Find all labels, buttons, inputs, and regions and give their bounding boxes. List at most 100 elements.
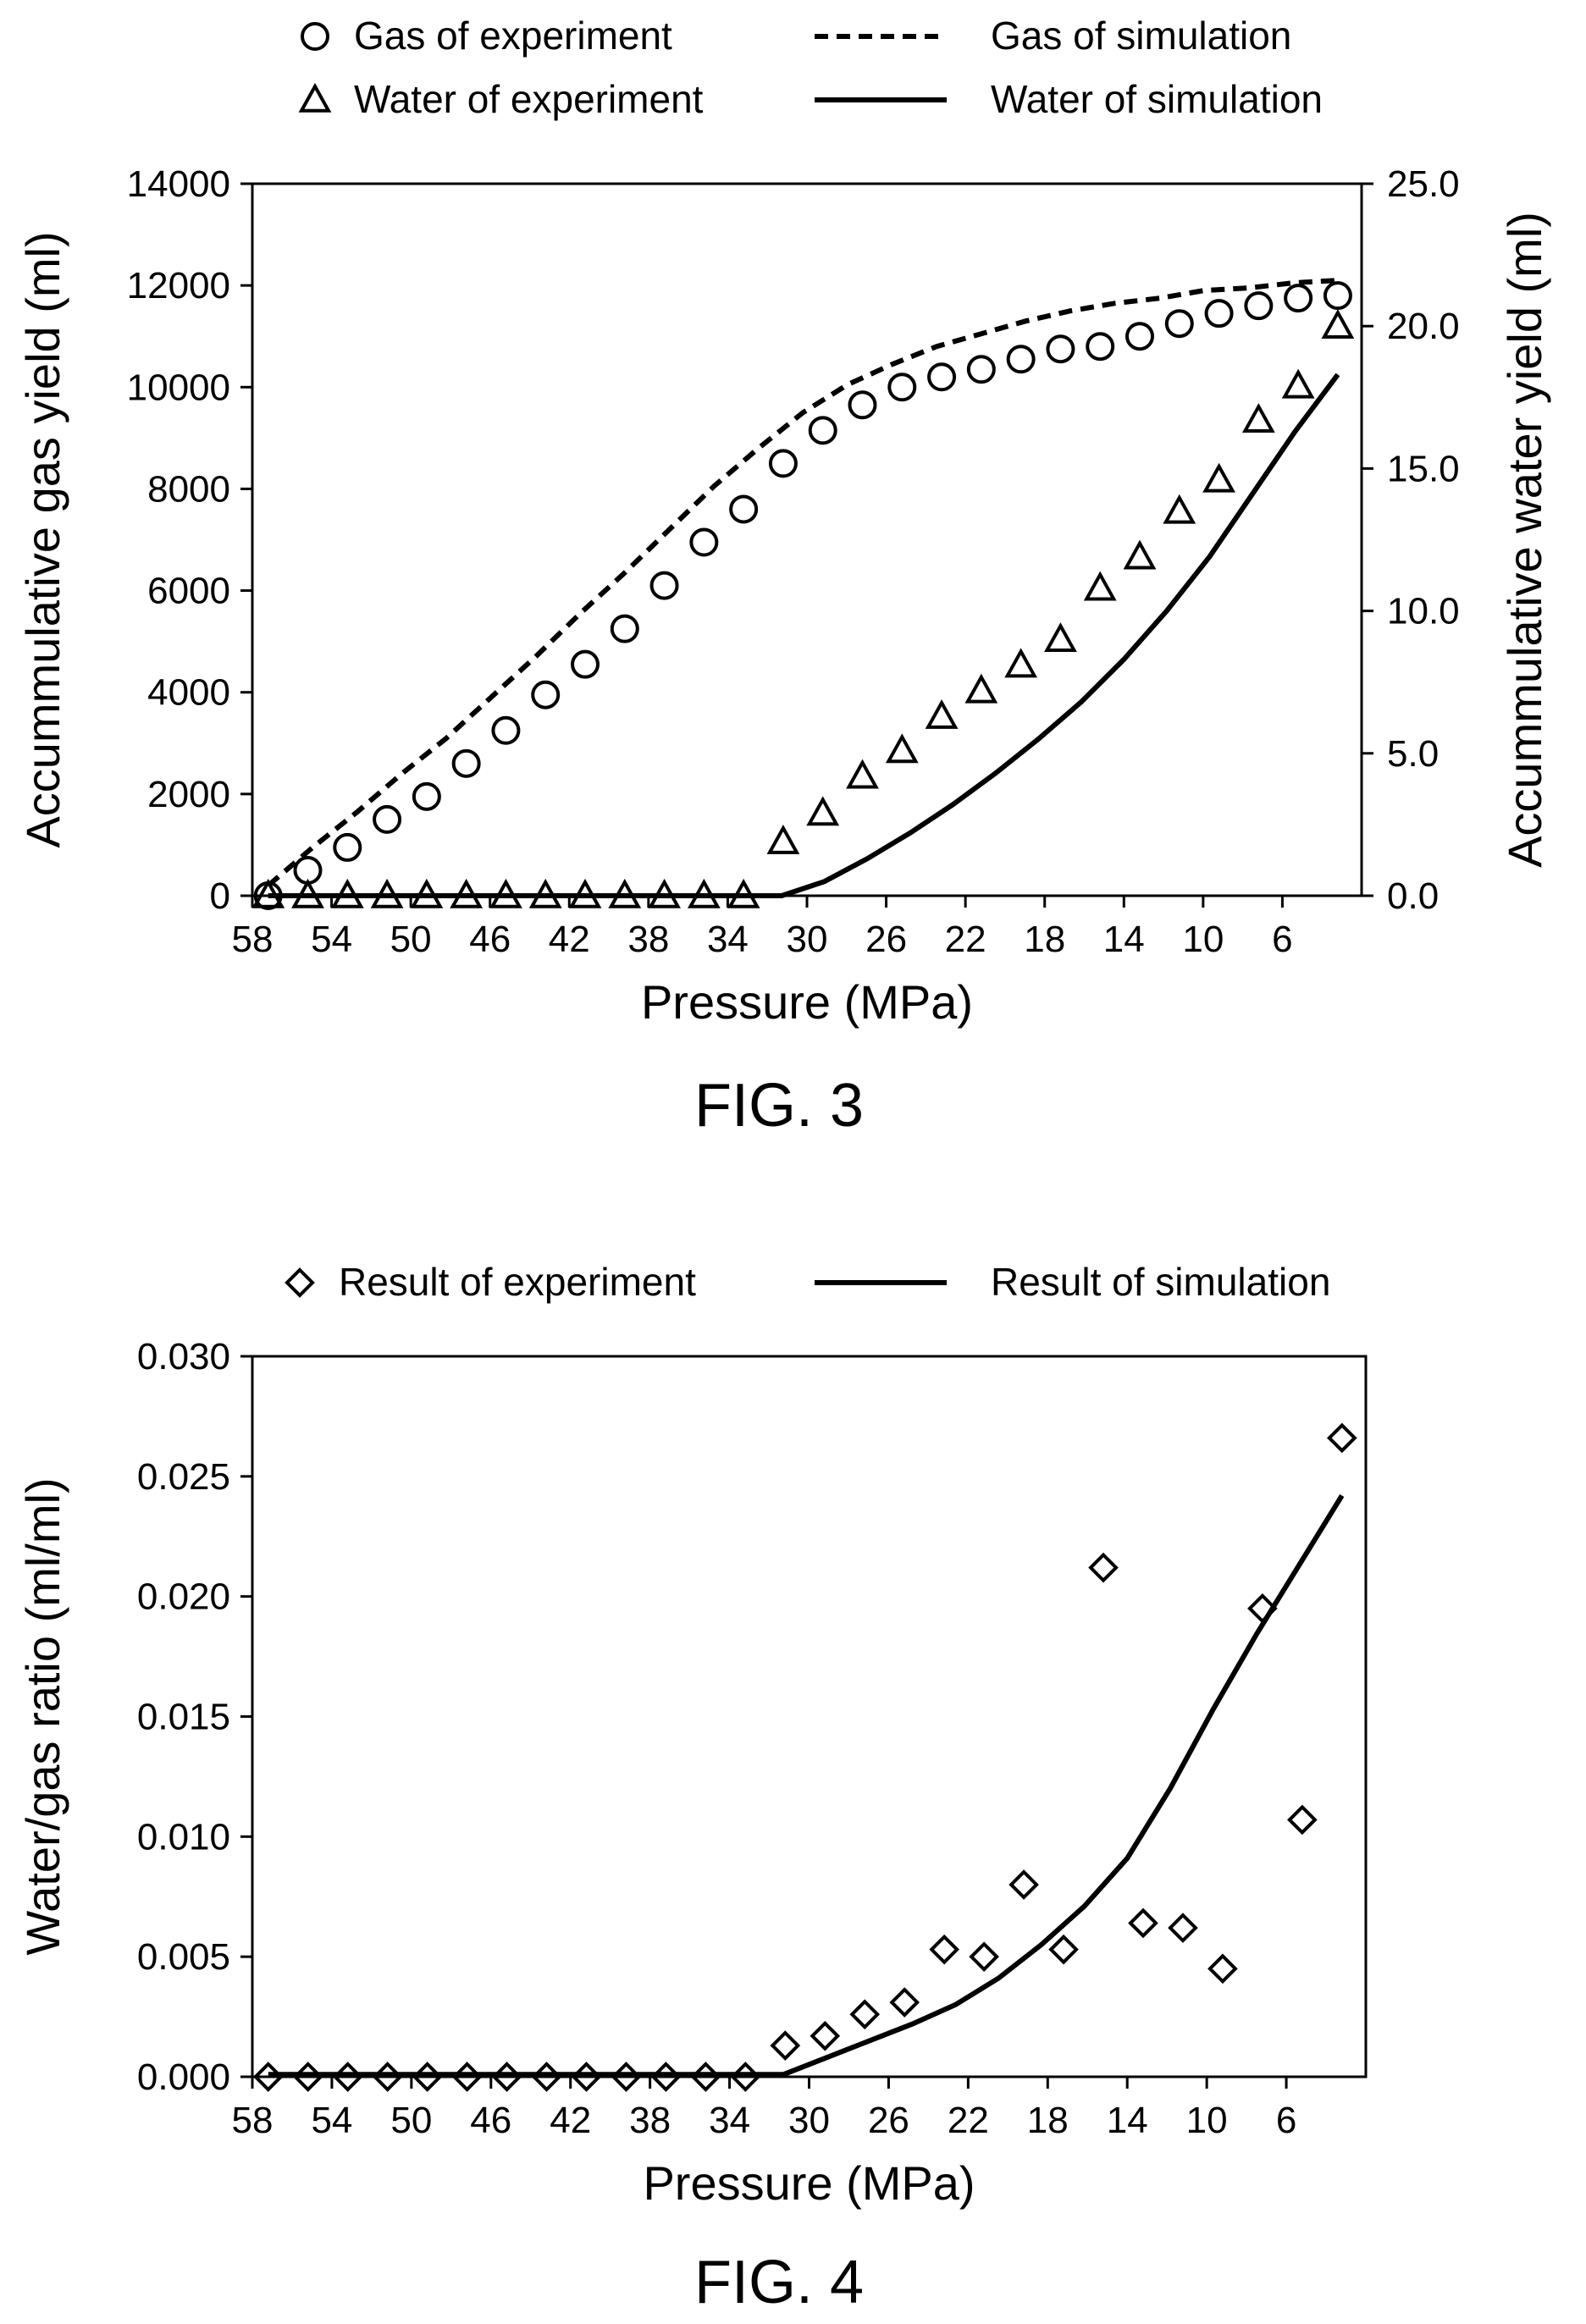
fig3-gas-of-experiment-point xyxy=(808,416,837,445)
fig3-gas-of-experiment-point xyxy=(689,527,719,557)
fig3-water-of-experiment-point xyxy=(1321,309,1355,339)
fig3-gas-of-simulation-line xyxy=(266,278,1339,888)
fig4-y-tick-label: 0.000 xyxy=(137,2056,230,2098)
fig3-water-of-experiment-point xyxy=(1004,648,1038,678)
fig3-x-tick-label: 22 xyxy=(945,919,986,960)
fig3-legend-water-of-simulation-label: Water of simulation xyxy=(991,77,1323,121)
fig3-x-tick-label: 54 xyxy=(311,919,352,960)
fig3-x-tick-label: 38 xyxy=(627,919,669,960)
fig3-gas-of-experiment-point xyxy=(491,715,521,745)
fig3-gas-of-experiment-point xyxy=(531,680,561,709)
fig3-water-of-experiment-point xyxy=(846,759,879,789)
fig4-x-tick-label: 6 xyxy=(1276,2100,1296,2141)
fig4-x-tick-label: 58 xyxy=(232,2100,274,2141)
fig4-result-of-simulation-line xyxy=(268,1493,1345,2078)
fig4-result-of-experiment-point xyxy=(889,1987,920,2018)
fig4-x-tick-label: 18 xyxy=(1027,2100,1069,2141)
fig3-legend-water-of-experiment-swatch xyxy=(298,82,332,113)
fig3-gas-of-experiment-point xyxy=(1164,309,1194,339)
fig3-gas-of-experiment-point xyxy=(887,373,917,402)
fig3-y-tick-label: 0 xyxy=(210,875,230,917)
fig3-gas-of-experiment-point xyxy=(571,649,600,679)
fig3-x-tick-label: 26 xyxy=(865,919,907,960)
fig3-y2-tick-label: 0.0 xyxy=(1387,875,1439,917)
fig3-y2-tick-label: 20.0 xyxy=(1387,306,1460,347)
fig3-y-axis-title: Accummulative gas yield (ml) xyxy=(16,231,69,847)
fig4-result-of-experiment-point xyxy=(810,2020,841,2051)
fig3-gas-of-experiment-point xyxy=(848,390,877,420)
fig3-caption: FIG. 3 xyxy=(694,1072,864,1140)
fig3-y2-tick-label: 15.0 xyxy=(1387,448,1460,489)
fig3-gas-of-experiment-point xyxy=(768,449,798,478)
fig4-y-tick-label: 0.020 xyxy=(137,1576,230,1618)
fig3-water-of-experiment-point xyxy=(1281,368,1315,399)
fig3-x-tick-label: 6 xyxy=(1272,919,1292,960)
fig3-gas-of-experiment-point xyxy=(1323,281,1352,311)
fig3-legend-gas-of-experiment-swatch xyxy=(301,22,329,51)
fig3-x-axis-title: Pressure (MPa) xyxy=(641,975,973,1029)
fig4-x-tick-label: 50 xyxy=(390,2100,432,2141)
fig4-y-tick-label: 0.010 xyxy=(137,1816,230,1858)
fig3-gas-of-experiment-point xyxy=(1086,332,1115,362)
fig4-x-tick-label: 22 xyxy=(948,2100,989,2141)
fig3-y-tick-label: 4000 xyxy=(147,672,230,714)
fig3-gas-of-experiment-point xyxy=(451,748,481,778)
fig3-x-tick-label: 10 xyxy=(1182,919,1224,960)
fig3-gas-of-experiment-point xyxy=(610,614,639,643)
fig4-x-tick-label: 42 xyxy=(550,2100,591,2141)
fig3-y2-tick-label: 10.0 xyxy=(1387,591,1460,632)
fig3-chart: 58 54 50 46 42 38 34 30 26 22 18 14 10 6 0 2000 4000 6000… xyxy=(16,14,1551,1029)
fig3-y-tick-label: 10000 xyxy=(127,367,230,408)
fig3-water-of-experiment-point xyxy=(806,796,840,826)
fig3-x-tick-label: 50 xyxy=(390,919,432,960)
fig3-x-tick-label: 42 xyxy=(549,919,590,960)
fig4-result-of-experiment-point xyxy=(1048,1934,1079,1965)
fig4-result-of-experiment-point xyxy=(969,1941,999,1972)
fig4-result-of-experiment-point xyxy=(1088,1552,1119,1583)
fig4-x-axis-title: Pressure (MPa) xyxy=(643,2156,975,2210)
fig4-x-tick-label: 38 xyxy=(629,2100,671,2141)
fig3-gas-of-experiment-point xyxy=(927,362,957,392)
fig4-y-tick-label: 0.005 xyxy=(137,1936,230,1978)
fig4-x-tick-label: 26 xyxy=(868,2100,909,2141)
fig4-legend-result-of-experiment-label: Result of experiment xyxy=(339,1260,696,1304)
fig3-gas-of-experiment-point xyxy=(333,832,362,862)
fig3-y2-tick-label: 5.0 xyxy=(1387,733,1439,775)
fig3-gas-of-experiment-point xyxy=(729,494,759,524)
fig3-water-of-experiment-point xyxy=(766,824,800,854)
fig4-x-tick-label: 46 xyxy=(470,2100,511,2141)
fig4-result-of-experiment-point xyxy=(770,2030,801,2061)
fig3-water-of-experiment-point xyxy=(1202,462,1235,493)
fig4-result-of-experiment-point xyxy=(1128,1907,1158,1939)
fig4-y-tick-label: 0.015 xyxy=(137,1697,230,1738)
fig3-y-tick-label: 12000 xyxy=(127,265,230,306)
fig4-result-of-experiment-point xyxy=(849,1999,881,2030)
fig3-water-of-simulation-line xyxy=(268,373,1340,898)
fig4-result-of-experiment-point xyxy=(1168,1913,1198,1943)
fig3-water-of-experiment-point xyxy=(925,698,959,729)
fig3-gas-of-experiment-point xyxy=(649,571,679,600)
fig3-water-of-experiment-point xyxy=(1044,622,1077,653)
fig4-legend: Result of experiment Result of simulation xyxy=(285,1260,1330,1304)
fig4-result-of-experiment-point xyxy=(929,1934,960,1965)
fig3-x-tick-label: 58 xyxy=(232,919,274,960)
fig3-x-tick-label: 34 xyxy=(707,919,749,960)
fig3-water-of-experiment-point xyxy=(1241,403,1275,433)
fig4-x-tick-label: 14 xyxy=(1107,2100,1148,2141)
fig4-result-of-experiment-point xyxy=(1009,1869,1039,1900)
fig3-water-of-experiment-point xyxy=(1123,539,1157,570)
fig3-water-of-experiment-point xyxy=(1163,494,1196,524)
fig3-y2-axis-title: Accummulative water yield (ml) xyxy=(1498,212,1551,868)
fig3-water-of-experiment-point xyxy=(885,733,919,764)
fig4-legend-result-of-experiment-swatch xyxy=(285,1267,315,1298)
fig4-chart: 58 54 50 46 42 38 34 30 26 22 18 14 10 6 0.000 0.005 0.0… xyxy=(16,1260,1368,2210)
fig3-gas-of-experiment-point xyxy=(1204,299,1234,328)
fig3-legend: Gas of experiment Water of experiment Gas … xyxy=(298,14,1323,121)
fig3-y-tick-label: 8000 xyxy=(147,468,230,510)
fig4-result-of-experiment-point xyxy=(1207,1953,1238,1985)
fig3-y-tick-label: 2000 xyxy=(147,774,230,815)
fig3-gas-of-experiment-point xyxy=(1006,345,1036,374)
fig3-legend-gas-of-experiment-label: Gas of experiment xyxy=(354,14,672,58)
fig3-x-tick-label: 14 xyxy=(1103,919,1145,960)
fig3-legend-water-of-experiment-label: Water of experiment xyxy=(354,77,704,121)
